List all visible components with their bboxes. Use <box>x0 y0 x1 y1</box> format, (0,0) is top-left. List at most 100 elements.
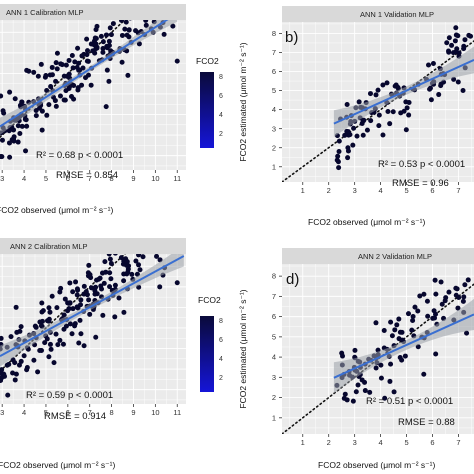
data-point <box>119 20 125 23</box>
y-axis-title: FCO2 estimated (μmol m⁻² s⁻¹) <box>238 289 248 408</box>
data-point <box>460 87 466 93</box>
data-point <box>55 342 61 348</box>
data-point <box>163 216 168 221</box>
x-tick-label: 5 <box>404 438 408 447</box>
x-tick-label: 6 <box>66 408 70 417</box>
data-point <box>164 215 169 220</box>
data-point <box>106 254 112 257</box>
data-point <box>51 360 57 366</box>
data-point <box>452 38 458 44</box>
data-point <box>6 140 12 146</box>
facet-strip-title: ANN 1 Calibration MLP <box>6 8 84 17</box>
data-point <box>54 66 60 72</box>
x-tick-label: 1 <box>301 186 305 195</box>
data-point <box>0 154 5 160</box>
data-point <box>35 73 41 79</box>
data-point <box>438 279 444 285</box>
x-tick-label: 3 <box>0 174 4 183</box>
data-point <box>46 102 52 108</box>
data-point <box>157 205 162 210</box>
data-point <box>83 289 89 295</box>
y-tick-label: 6 <box>272 312 276 321</box>
data-point <box>12 377 18 383</box>
data-point <box>75 45 81 51</box>
data-point <box>31 69 37 75</box>
data-point <box>86 72 92 78</box>
data-point <box>399 329 405 335</box>
data-point <box>417 293 423 299</box>
x-tick-label: 8 <box>110 174 114 183</box>
data-point <box>70 306 76 312</box>
data-point <box>380 132 386 138</box>
data-point <box>464 330 470 336</box>
data-point <box>57 93 63 99</box>
data-point <box>100 39 106 45</box>
x-tick-label: 4 <box>379 186 383 195</box>
data-point <box>39 300 45 306</box>
x-tick-label: 6 <box>430 438 434 447</box>
data-point <box>380 82 386 88</box>
data-point <box>84 36 90 42</box>
x-tick-label: 10 <box>151 174 159 183</box>
data-point <box>443 295 449 301</box>
regression-line <box>0 255 185 357</box>
data-point <box>108 276 114 282</box>
data-point <box>376 112 382 118</box>
data-point <box>373 365 379 371</box>
data-point <box>6 361 12 367</box>
data-point <box>336 149 342 155</box>
data-point <box>0 378 4 384</box>
x-axis-title: FCO2 observed (μmol m⁻² s⁻¹) <box>318 460 435 470</box>
data-point <box>133 258 139 264</box>
data-point <box>124 0 129 5</box>
data-point <box>145 225 150 230</box>
data-point <box>81 343 87 349</box>
data-point <box>42 340 48 346</box>
y-tick-label: 3 <box>272 124 276 133</box>
data-point <box>44 336 50 342</box>
facet-strip <box>0 4 186 20</box>
data-point <box>403 127 409 133</box>
data-point <box>118 255 124 261</box>
data-point <box>53 103 59 109</box>
data-point <box>63 88 69 94</box>
data-point <box>462 282 468 288</box>
data-point <box>48 346 54 352</box>
data-point <box>122 26 128 32</box>
data-point <box>69 93 75 99</box>
data-point <box>35 369 41 375</box>
data-point <box>168 217 173 222</box>
x-tick-label: 7 <box>456 186 460 195</box>
data-point <box>166 228 171 233</box>
y-axis-title: FCO2 estimated (μmol m⁻² s⁻¹) <box>238 42 248 161</box>
plot-area <box>282 264 474 434</box>
x-tick-label: 6 <box>66 174 70 183</box>
data-point <box>430 315 436 321</box>
rmse-label: RMSE = 0.96 <box>392 178 449 189</box>
data-point <box>75 305 81 311</box>
data-point <box>5 392 11 398</box>
data-point <box>144 20 148 21</box>
data-point <box>103 269 109 275</box>
y-tick-label: 5 <box>272 332 276 341</box>
data-point <box>384 80 390 86</box>
data-point <box>402 353 408 359</box>
x-tick-label: 8 <box>110 408 114 417</box>
data-point <box>455 79 461 85</box>
data-point <box>339 350 345 356</box>
data-point <box>70 289 76 295</box>
data-point <box>342 132 348 138</box>
legend-title: FCO2 <box>198 295 221 305</box>
data-point <box>342 391 348 397</box>
data-point <box>26 68 32 74</box>
data-point <box>62 296 68 302</box>
data-point <box>88 82 94 88</box>
data-point <box>174 58 180 64</box>
data-point <box>157 0 162 2</box>
data-point <box>388 319 394 325</box>
plot-area <box>282 22 474 182</box>
y-tick-label: 2 <box>272 143 276 152</box>
data-point <box>92 288 98 294</box>
data-point <box>54 50 60 56</box>
data-point <box>0 108 6 114</box>
